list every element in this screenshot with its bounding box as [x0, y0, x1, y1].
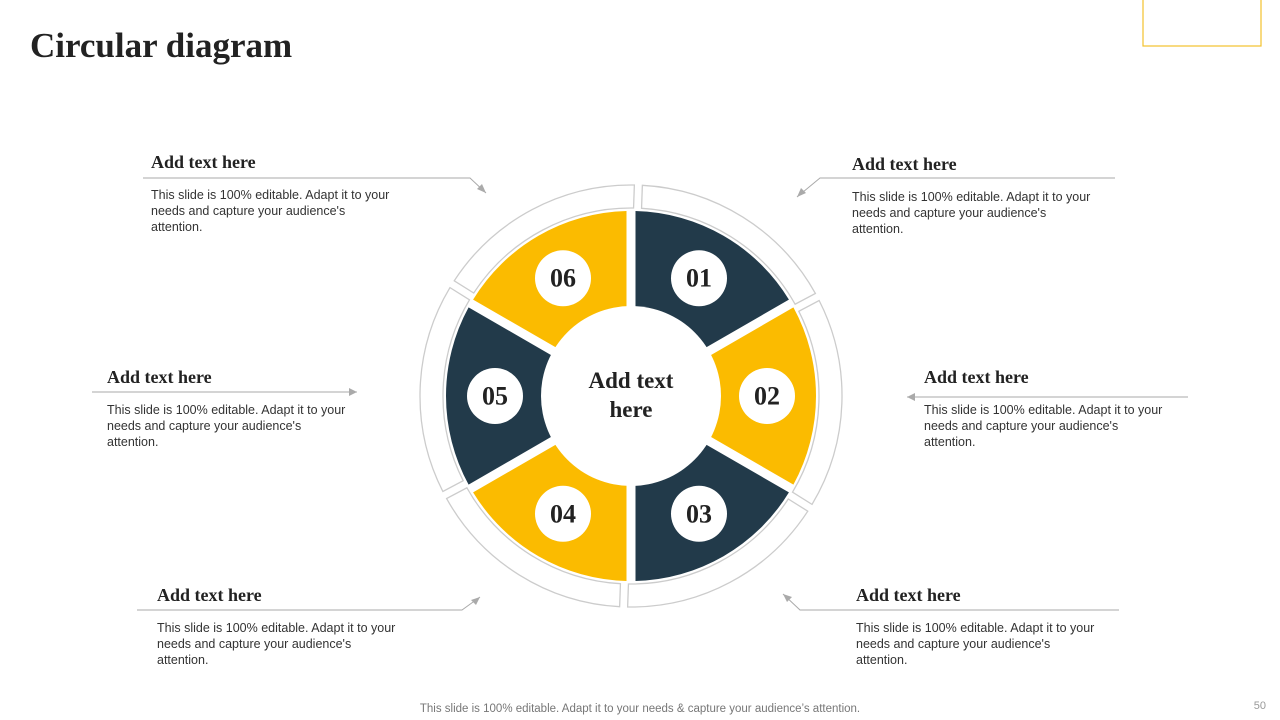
callout: Add text here This slide is 100% editable…	[157, 585, 397, 668]
callout-body: This slide is 100% editable. Adapt it to…	[157, 621, 396, 667]
connectors	[92, 177, 1188, 611]
callout-heading: Add text here	[856, 585, 961, 605]
outer-band	[640, 184, 817, 306]
callout-body: This slide is 100% editable. Adapt it to…	[107, 403, 346, 449]
callout: Add text here This slide is 100% editable…	[151, 152, 391, 235]
callout: Add text here This slide is 100% editable…	[852, 154, 1092, 237]
segment-number: 02	[754, 382, 780, 411]
segment-number: 06	[550, 264, 576, 293]
segment-number: 05	[482, 382, 508, 411]
callout-body: This slide is 100% editable. Adapt it to…	[852, 190, 1091, 236]
outer-band	[419, 286, 471, 493]
footer: This slide is 100% editable. Adapt it to…	[419, 703, 861, 715]
segment-number: 03	[686, 499, 712, 528]
outer-band	[791, 299, 843, 506]
callout: Add text here This slide is 100% editable…	[856, 585, 1096, 668]
callout-heading: Add text here	[151, 152, 256, 172]
callout-heading: Add text here	[157, 585, 262, 605]
segment-number: 04	[550, 499, 576, 528]
callout: Add text here This slide is 100% editable…	[924, 367, 1164, 450]
accent-box	[1142, 0, 1262, 47]
callout-heading: Add text here	[924, 367, 1029, 387]
center-circle	[541, 306, 721, 486]
callout-body: This slide is 100% editable. Adapt it to…	[151, 188, 390, 234]
number-badge	[671, 250, 727, 307]
outer-band	[445, 486, 622, 608]
number-badge	[671, 485, 727, 542]
center-text: Add text here	[588, 368, 674, 422]
arrowheads	[349, 184, 915, 605]
title: Circular diagram	[30, 26, 293, 65]
number-badge	[535, 250, 591, 307]
callout-body: This slide is 100% editable. Adapt it to…	[924, 403, 1163, 449]
callout: Add text here This slide is 100% editable…	[107, 367, 347, 450]
number-badge	[535, 485, 591, 542]
callout-heading: Add text here	[852, 154, 957, 174]
segment-number: 01	[686, 264, 712, 293]
callout-body: This slide is 100% editable. Adapt it to…	[856, 621, 1095, 667]
page-number: 50	[1253, 700, 1266, 712]
callout-heading: Add text here	[107, 367, 212, 387]
number-badge	[467, 368, 523, 424]
outer-band	[626, 498, 809, 608]
number-badge	[739, 368, 795, 424]
outer-band	[453, 184, 636, 294]
